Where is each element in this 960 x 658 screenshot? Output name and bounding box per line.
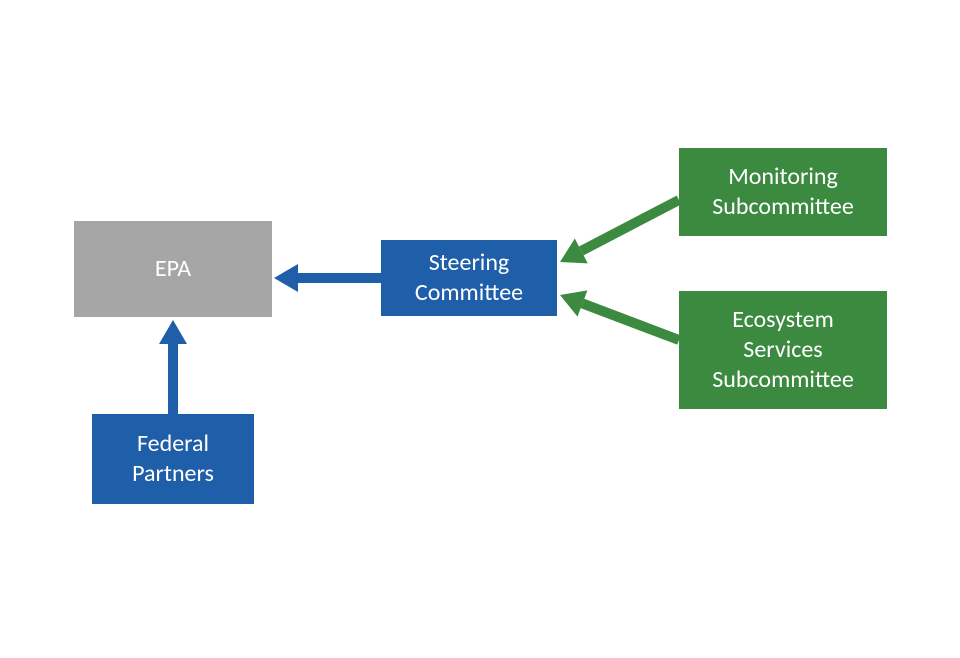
- node-ecosystem-subcommittee: EcosystemServicesSubcommittee: [679, 291, 887, 409]
- node-federal-partners: FederalPartners: [92, 414, 254, 504]
- node-epa-label: EPA: [155, 254, 191, 284]
- node-federal-label: FederalPartners: [132, 429, 214, 489]
- node-steering-label: SteeringCommittee: [415, 248, 523, 308]
- node-monitoring-subcommittee: MonitoringSubcommittee: [679, 148, 887, 236]
- node-monitoring-label: MonitoringSubcommittee: [712, 162, 854, 222]
- node-ecosystem-label: EcosystemServicesSubcommittee: [712, 305, 854, 395]
- node-epa: EPA: [74, 221, 272, 317]
- node-steering-committee: SteeringCommittee: [381, 240, 557, 316]
